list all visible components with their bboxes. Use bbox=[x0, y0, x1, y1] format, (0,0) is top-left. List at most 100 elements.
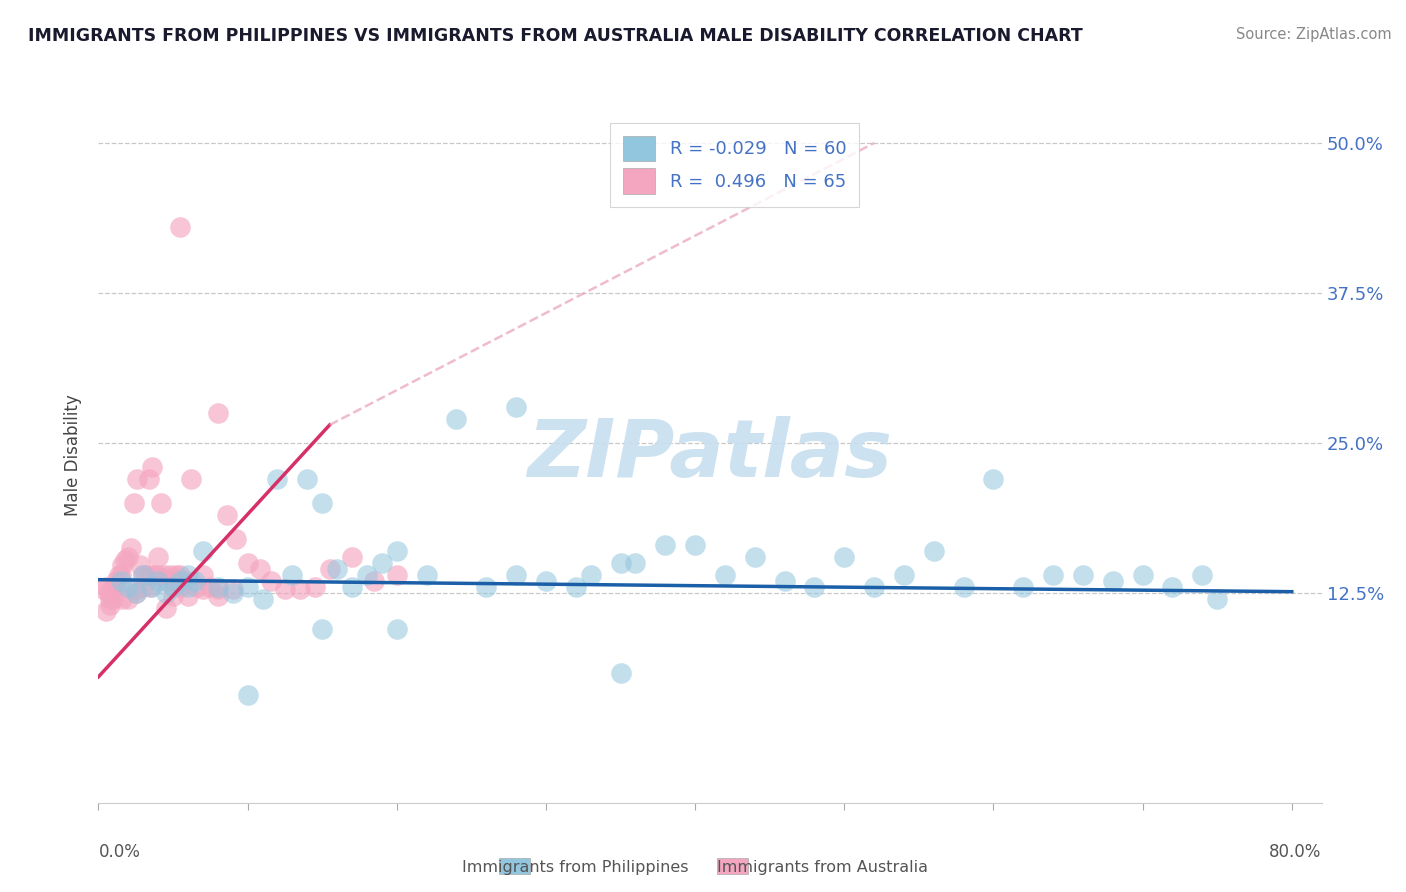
Point bbox=[98, 591, 121, 606]
Point bbox=[893, 567, 915, 582]
Point bbox=[1012, 580, 1035, 594]
Point bbox=[505, 567, 527, 582]
Point bbox=[153, 567, 176, 582]
Point bbox=[565, 580, 588, 594]
Text: Immigrants from Australia: Immigrants from Australia bbox=[717, 860, 928, 874]
Point bbox=[1042, 567, 1064, 582]
Point bbox=[773, 574, 796, 588]
Point bbox=[127, 472, 149, 486]
Point bbox=[165, 567, 187, 582]
Text: Immigrants from Philippines: Immigrants from Philippines bbox=[463, 860, 689, 874]
Point bbox=[155, 601, 177, 615]
Point bbox=[236, 580, 259, 594]
Point bbox=[143, 567, 166, 582]
Point bbox=[146, 549, 169, 564]
Point bbox=[117, 549, 139, 564]
Point bbox=[110, 567, 132, 582]
Point bbox=[180, 472, 202, 486]
Point bbox=[177, 567, 200, 582]
Point bbox=[91, 582, 114, 597]
Point bbox=[191, 567, 214, 582]
Point bbox=[111, 591, 134, 606]
Point bbox=[281, 567, 304, 582]
Point bbox=[1132, 567, 1154, 582]
Point bbox=[207, 406, 229, 420]
Point bbox=[609, 666, 631, 681]
Point bbox=[207, 582, 229, 597]
Point bbox=[363, 574, 385, 588]
Point bbox=[177, 590, 200, 604]
Point bbox=[117, 591, 139, 606]
Point bbox=[132, 567, 155, 582]
Point bbox=[174, 574, 197, 588]
Point bbox=[207, 580, 229, 594]
Point bbox=[505, 400, 527, 414]
Point bbox=[1161, 580, 1184, 594]
Point bbox=[138, 472, 160, 486]
Y-axis label: Male Disability: Male Disability bbox=[65, 394, 83, 516]
Point bbox=[1101, 574, 1123, 588]
Point bbox=[162, 580, 184, 594]
Point bbox=[1071, 567, 1094, 582]
Legend: R = -0.029   N = 60, R =  0.496   N = 65: R = -0.029 N = 60, R = 0.496 N = 65 bbox=[610, 123, 859, 207]
Point bbox=[117, 580, 139, 594]
FancyBboxPatch shape bbox=[717, 858, 748, 874]
Point bbox=[105, 580, 128, 594]
Point bbox=[221, 586, 243, 600]
Point bbox=[356, 567, 378, 582]
Point bbox=[249, 562, 271, 576]
Point bbox=[139, 580, 162, 594]
Point bbox=[191, 582, 214, 597]
Point bbox=[446, 412, 468, 426]
Point bbox=[156, 574, 179, 588]
Point bbox=[311, 496, 333, 510]
Point bbox=[714, 567, 737, 582]
Point bbox=[125, 586, 148, 600]
Point bbox=[311, 622, 333, 636]
Text: 80.0%: 80.0% bbox=[1270, 843, 1322, 861]
Point bbox=[654, 538, 676, 552]
Point bbox=[297, 472, 319, 486]
Point bbox=[952, 580, 974, 594]
Point bbox=[475, 580, 498, 594]
Point bbox=[105, 574, 128, 588]
Point bbox=[108, 567, 131, 582]
Point bbox=[274, 582, 297, 597]
Point bbox=[139, 580, 162, 594]
Point bbox=[169, 574, 191, 588]
Point bbox=[110, 574, 132, 588]
Point bbox=[98, 598, 121, 612]
Point bbox=[103, 591, 125, 606]
Point bbox=[225, 532, 247, 546]
Point bbox=[207, 590, 229, 604]
Point bbox=[146, 574, 169, 588]
Point bbox=[155, 586, 177, 600]
Point bbox=[97, 586, 120, 600]
Point bbox=[371, 556, 394, 570]
Point bbox=[579, 567, 602, 582]
Point bbox=[111, 558, 134, 573]
Point bbox=[385, 567, 408, 582]
Point bbox=[609, 556, 631, 570]
Point bbox=[534, 574, 557, 588]
Point bbox=[318, 562, 340, 576]
Point bbox=[221, 582, 243, 597]
Point bbox=[922, 544, 945, 558]
Point bbox=[415, 567, 437, 582]
Point bbox=[162, 590, 184, 604]
Point bbox=[150, 496, 173, 510]
Point bbox=[120, 541, 142, 556]
Point bbox=[385, 622, 408, 636]
Point bbox=[744, 549, 766, 564]
Point bbox=[266, 472, 288, 486]
Text: Source: ZipAtlas.com: Source: ZipAtlas.com bbox=[1236, 27, 1392, 42]
Point bbox=[94, 580, 117, 594]
Point bbox=[169, 567, 191, 582]
Point bbox=[832, 549, 855, 564]
Point bbox=[177, 580, 200, 594]
Point bbox=[125, 582, 148, 597]
Point bbox=[1206, 591, 1229, 606]
Point bbox=[186, 580, 208, 594]
Point bbox=[191, 544, 214, 558]
Point bbox=[146, 567, 169, 582]
